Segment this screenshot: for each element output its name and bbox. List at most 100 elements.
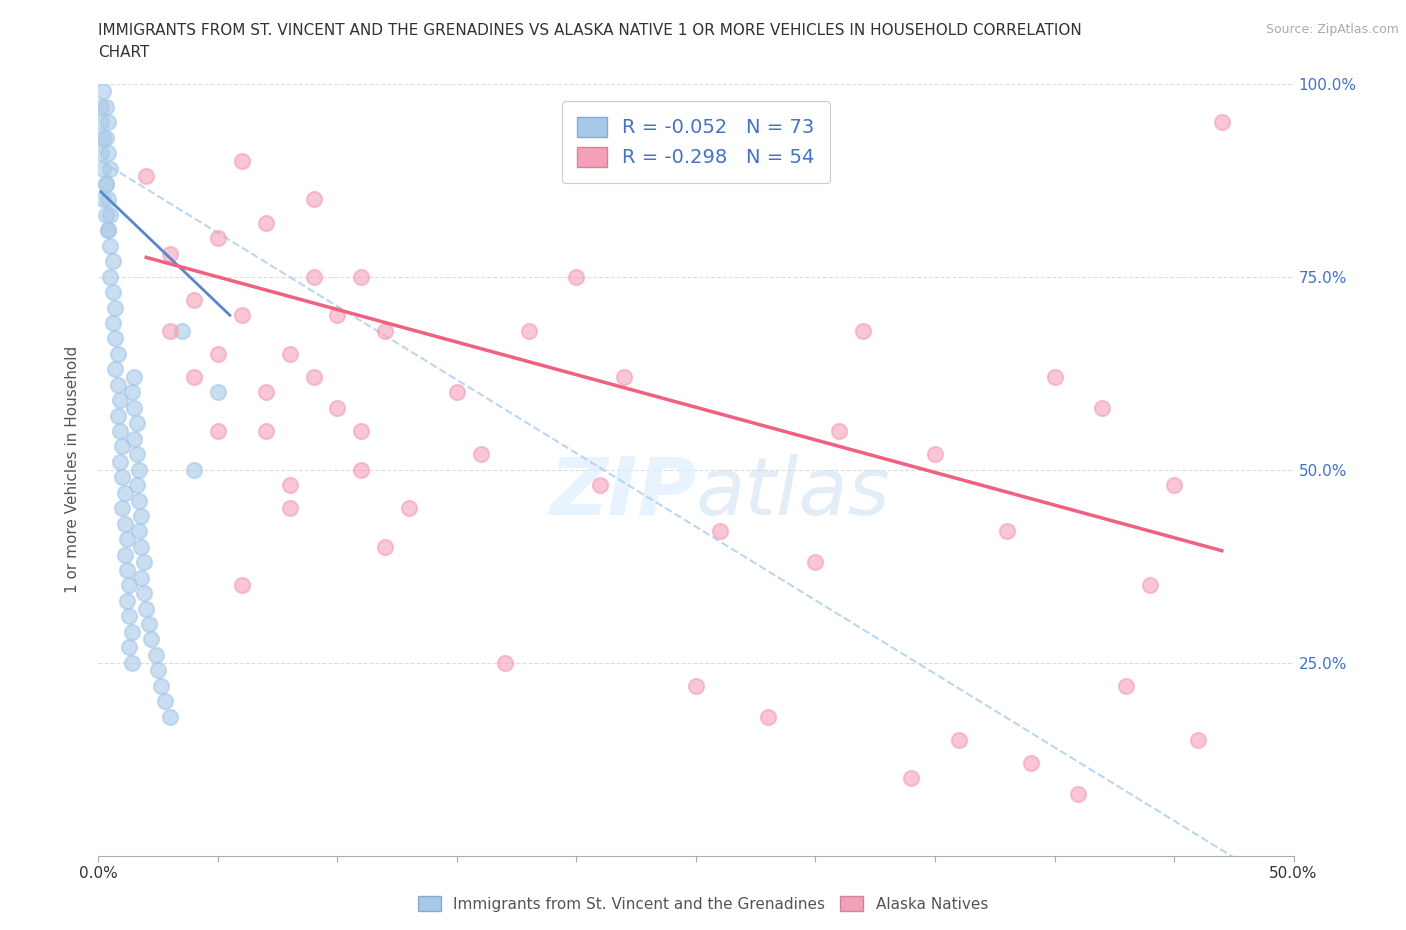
Point bbox=[135, 169, 157, 184]
Point bbox=[121, 656, 143, 671]
Point bbox=[159, 710, 181, 724]
Point bbox=[852, 324, 875, 339]
Point bbox=[685, 678, 707, 693]
Point bbox=[148, 663, 170, 678]
Point bbox=[828, 424, 851, 439]
Point bbox=[207, 231, 229, 246]
Point bbox=[128, 462, 150, 477]
Text: IMMIGRANTS FROM ST. VINCENT AND THE GRENADINES VS ALASKA NATIVE 1 OR MORE VEHICL: IMMIGRANTS FROM ST. VINCENT AND THE GREN… bbox=[98, 23, 1083, 38]
Point bbox=[278, 347, 301, 362]
Point bbox=[118, 640, 141, 655]
Point bbox=[278, 478, 301, 493]
Point bbox=[326, 308, 349, 323]
Point bbox=[924, 446, 946, 461]
Point bbox=[183, 292, 205, 307]
Point bbox=[111, 470, 134, 485]
Point bbox=[118, 578, 141, 593]
Point bbox=[128, 524, 150, 538]
Text: atlas: atlas bbox=[696, 454, 891, 532]
Point bbox=[107, 347, 129, 362]
Point bbox=[135, 601, 157, 616]
Point bbox=[101, 285, 124, 299]
Point bbox=[97, 193, 120, 207]
Point bbox=[124, 369, 146, 384]
Point bbox=[125, 478, 148, 493]
Point bbox=[350, 424, 373, 439]
Point bbox=[98, 270, 122, 285]
Point bbox=[302, 369, 325, 384]
Point bbox=[613, 369, 636, 384]
Point bbox=[254, 385, 277, 400]
Point bbox=[108, 424, 131, 439]
Point bbox=[90, 115, 112, 130]
Point bbox=[90, 100, 112, 114]
Point bbox=[709, 524, 731, 538]
Point bbox=[254, 424, 277, 439]
Text: Source: ZipAtlas.com: Source: ZipAtlas.com bbox=[1265, 23, 1399, 36]
Point bbox=[97, 223, 120, 238]
Point bbox=[101, 315, 124, 330]
Point bbox=[108, 455, 131, 470]
Point bbox=[1163, 478, 1185, 493]
Point bbox=[207, 385, 229, 400]
Point bbox=[1211, 115, 1233, 130]
Point bbox=[114, 485, 136, 500]
Point bbox=[804, 555, 827, 570]
Point bbox=[94, 177, 117, 192]
Point bbox=[118, 609, 141, 624]
Point bbox=[494, 656, 516, 671]
Text: ZIP: ZIP bbox=[548, 454, 696, 532]
Point bbox=[149, 678, 172, 693]
Point bbox=[159, 246, 181, 261]
Point bbox=[111, 500, 134, 515]
Y-axis label: 1 or more Vehicles in Household: 1 or more Vehicles in Household bbox=[65, 346, 80, 593]
Point bbox=[98, 238, 122, 253]
Point bbox=[131, 570, 153, 585]
Point bbox=[90, 146, 112, 161]
Point bbox=[107, 408, 129, 423]
Point bbox=[91, 130, 114, 145]
Point bbox=[91, 161, 114, 176]
Point bbox=[104, 300, 127, 315]
Point bbox=[94, 100, 117, 114]
Point bbox=[948, 733, 970, 748]
Point bbox=[183, 462, 205, 477]
Point bbox=[138, 617, 160, 631]
Point bbox=[114, 516, 136, 531]
Point bbox=[98, 161, 122, 176]
Point bbox=[470, 446, 492, 461]
Text: CHART: CHART bbox=[98, 45, 150, 60]
Point bbox=[145, 647, 167, 662]
Point bbox=[94, 130, 117, 145]
Point bbox=[108, 392, 131, 407]
Point bbox=[94, 177, 117, 192]
Point bbox=[94, 207, 117, 222]
Point bbox=[446, 385, 468, 400]
Point bbox=[98, 207, 122, 222]
Point bbox=[302, 193, 325, 207]
Point bbox=[104, 362, 127, 377]
Point bbox=[97, 115, 120, 130]
Point bbox=[124, 432, 146, 446]
Point bbox=[1115, 678, 1137, 693]
Point bbox=[231, 308, 253, 323]
Point bbox=[565, 270, 588, 285]
Point bbox=[91, 193, 114, 207]
Legend: R = -0.052   N = 73, R = -0.298   N = 54: R = -0.052 N = 73, R = -0.298 N = 54 bbox=[562, 101, 830, 183]
Point bbox=[131, 509, 153, 524]
Point bbox=[350, 270, 373, 285]
Point bbox=[302, 270, 325, 285]
Point bbox=[207, 347, 229, 362]
Point bbox=[350, 462, 373, 477]
Point bbox=[115, 593, 138, 608]
Point bbox=[756, 710, 779, 724]
Point bbox=[995, 524, 1018, 538]
Point bbox=[114, 547, 136, 562]
Point bbox=[111, 439, 134, 454]
Point bbox=[115, 532, 138, 547]
Point bbox=[517, 324, 540, 339]
Point bbox=[589, 478, 612, 493]
Point bbox=[231, 578, 253, 593]
Point bbox=[207, 424, 229, 439]
Point bbox=[254, 215, 277, 230]
